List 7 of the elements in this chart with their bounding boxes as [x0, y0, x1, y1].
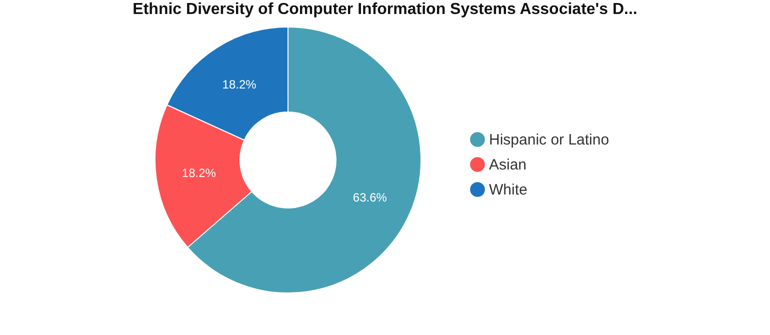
- data-label: 18.2%: [182, 166, 216, 180]
- legend-label: Asian: [489, 156, 527, 174]
- legend-label: Hispanic or Latino: [489, 132, 610, 148]
- chart-title: Ethnic Diversity of Computer Information Systems Associate's D...: [132, 1, 638, 18]
- data-label: 63.6%: [352, 190, 388, 204]
- data-label: 18.2%: [222, 77, 257, 92]
- legend-label: White: [489, 182, 528, 198]
